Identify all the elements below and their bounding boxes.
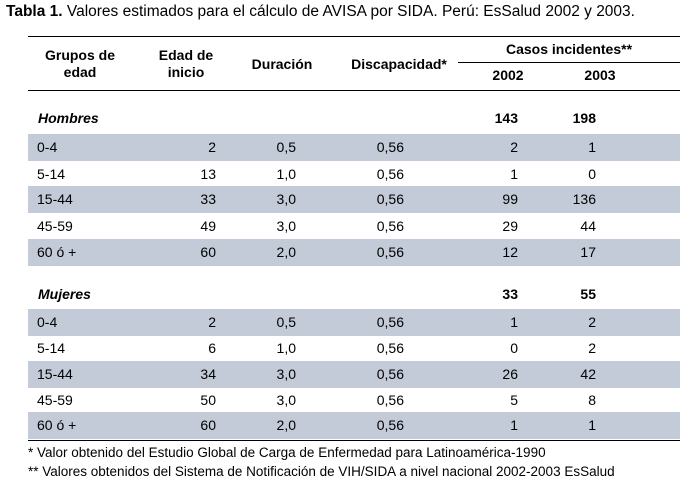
header-duracion: Duración <box>251 56 313 72</box>
cell-duracion: 0,5 <box>276 139 296 155</box>
table-row: 0-4 2 0,5 0,56 2 1 <box>28 134 680 161</box>
table-row: 5-14 6 1,0 0,56 0 2 <box>28 335 680 362</box>
cell-discapacidad: 0,56 <box>376 191 404 207</box>
cell-grupo: 5-14 <box>37 166 66 182</box>
section-total-2003-mujeres: 55 <box>580 286 596 302</box>
cell-grupo: 45-59 <box>37 392 73 408</box>
cell-duracion: 3,0 <box>276 218 296 234</box>
table-row: 15-44 34 3,0 0,56 26 42 <box>28 361 680 388</box>
header-edad-line2: inicio <box>167 64 205 80</box>
cell-casos-2002: 26 <box>502 366 518 382</box>
cell-casos-2002: 99 <box>502 191 518 207</box>
cell-discapacidad: 0,56 <box>376 417 404 433</box>
bottom-rule <box>28 440 680 441</box>
cell-casos-2002: 12 <box>502 244 518 260</box>
header-discapacidad: Discapacidad* <box>351 56 447 72</box>
table-title: Tabla 1. Valores estimados para el cálcu… <box>6 3 635 21</box>
cell-casos-2003: 2 <box>588 340 596 356</box>
table-row: 5-14 13 1,0 0,56 1 0 <box>28 161 680 188</box>
cell-casos-2002: 1 <box>510 417 518 433</box>
cell-edad: 60 <box>200 244 216 260</box>
table-row: 60 ó + 60 2,0 0,56 12 17 <box>28 239 680 266</box>
cell-edad: 2 <box>208 139 216 155</box>
footnote-2: ** Valores obtenidos del Sistema de Noti… <box>28 464 615 479</box>
cell-casos-2003: 136 <box>572 191 596 207</box>
header-rule <box>28 90 680 91</box>
footnote-1: * Valor obtenido del Estudio Global de C… <box>28 445 546 460</box>
cell-casos-2002: 29 <box>502 218 518 234</box>
table-row: 0-4 2 0,5 0,56 1 2 <box>28 309 680 336</box>
cell-duracion: 1,0 <box>276 166 296 182</box>
cell-edad: 33 <box>200 191 216 207</box>
cell-edad: 34 <box>200 366 216 382</box>
cell-discapacidad: 0,56 <box>376 244 404 260</box>
cell-casos-2003: 1 <box>588 417 596 433</box>
cell-discapacidad: 0,56 <box>376 314 404 330</box>
table-row: 45-59 50 3,0 0,56 5 8 <box>28 387 680 414</box>
cell-duracion: 3,0 <box>276 366 296 382</box>
cell-discapacidad: 0,56 <box>376 218 404 234</box>
cell-grupo: 60 ó + <box>37 417 77 433</box>
table-row: 15-44 33 3,0 0,56 99 136 <box>28 186 680 213</box>
table-number: Tabla 1. <box>6 3 63 20</box>
cell-duracion: 2,0 <box>276 244 296 260</box>
header-edad-line1: Edad de <box>158 47 214 63</box>
cell-duracion: 3,0 <box>276 392 296 408</box>
header-casos: Casos incidentes** <box>505 41 633 57</box>
section-total-2003-hombres: 198 <box>572 110 596 126</box>
cell-duracion: 1,0 <box>276 340 296 356</box>
cell-edad: 6 <box>208 340 216 356</box>
cell-edad: 13 <box>200 166 216 182</box>
cell-casos-2003: 2 <box>588 314 596 330</box>
cell-discapacidad: 0,56 <box>376 392 404 408</box>
cell-discapacidad: 0,56 <box>376 166 404 182</box>
section-label-mujeres: Mujeres <box>38 286 91 302</box>
cell-casos-2003: 8 <box>588 392 596 408</box>
cell-casos-2002: 0 <box>510 340 518 356</box>
cell-discapacidad: 0,56 <box>376 139 404 155</box>
cell-casos-2003: 17 <box>580 244 596 260</box>
cell-casos-2002: 5 <box>510 392 518 408</box>
cell-grupo: 60 ó + <box>37 244 77 260</box>
header-year-2003: 2003 <box>584 67 616 83</box>
cell-grupo: 0-4 <box>37 314 58 330</box>
table-row: 45-59 49 3,0 0,56 29 44 <box>28 213 680 240</box>
cell-casos-2003: 1 <box>588 139 596 155</box>
cell-casos-2002: 1 <box>510 166 518 182</box>
cell-casos-2003: 44 <box>580 218 596 234</box>
section-total-2002-mujeres: 33 <box>502 286 518 302</box>
section-label-hombres: Hombres <box>38 110 99 126</box>
cell-casos-2003: 0 <box>588 166 596 182</box>
cell-duracion: 3,0 <box>276 191 296 207</box>
cell-duracion: 0,5 <box>276 314 296 330</box>
cell-grupo: 15-44 <box>37 366 73 382</box>
cell-casos-2002: 1 <box>510 314 518 330</box>
table-row: 60 ó + 60 2,0 0,56 1 1 <box>28 412 680 439</box>
cell-grupo: 15-44 <box>37 191 73 207</box>
header-grupos: Grupos de edad <box>30 47 130 81</box>
header-year-2002: 2002 <box>492 67 524 83</box>
cell-edad: 2 <box>208 314 216 330</box>
cell-discapacidad: 0,56 <box>376 340 404 356</box>
cell-casos-2003: 42 <box>580 366 596 382</box>
header-grupos-line2: edad <box>63 64 97 80</box>
cell-grupo: 45-59 <box>37 218 73 234</box>
cell-edad: 50 <box>200 392 216 408</box>
cell-edad: 60 <box>200 417 216 433</box>
cell-casos-2002: 2 <box>510 139 518 155</box>
header-edad: Edad de inicio <box>136 47 236 81</box>
cell-grupo: 5-14 <box>37 340 66 356</box>
top-rule <box>28 36 680 37</box>
cell-discapacidad: 0,56 <box>376 366 404 382</box>
header-casos-rule <box>458 62 680 63</box>
section-total-2002-hombres: 143 <box>494 110 518 126</box>
cell-edad: 49 <box>200 218 216 234</box>
table-caption: Valores estimados para el cálculo de AVI… <box>66 3 635 20</box>
cell-grupo: 0-4 <box>37 139 58 155</box>
header-grupos-line1: Grupos de <box>44 47 115 63</box>
cell-duracion: 2,0 <box>276 417 296 433</box>
